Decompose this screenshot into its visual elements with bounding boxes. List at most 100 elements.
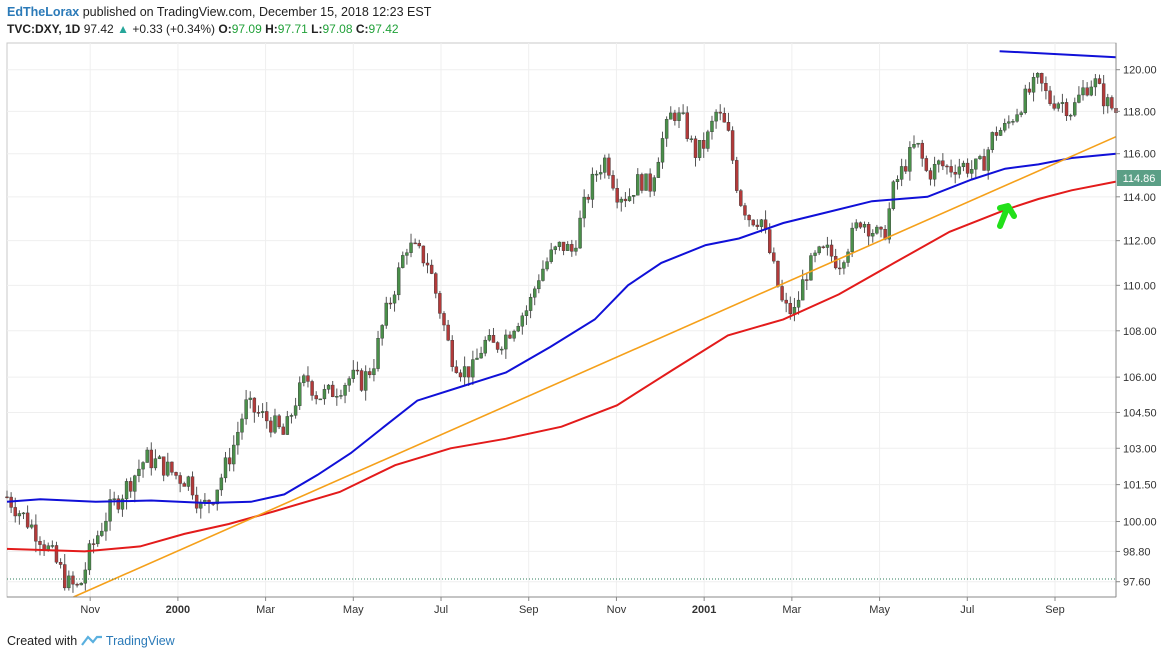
candle-up: [817, 246, 821, 254]
candle-up: [487, 335, 492, 341]
price-tick-label: 106.00: [1123, 372, 1157, 384]
candle-down: [1085, 87, 1089, 96]
candle-up: [636, 174, 640, 196]
tradingview-logo-icon: [80, 634, 106, 648]
candle-up: [1031, 77, 1036, 93]
candle-up: [528, 297, 533, 311]
candle-up: [232, 444, 236, 465]
candle-up: [1073, 102, 1077, 116]
author-link[interactable]: EdTheLorax: [7, 5, 80, 19]
trendline-blue: [999, 50, 1117, 59]
candle-down: [904, 166, 908, 172]
candle-up: [565, 244, 570, 251]
candle-down: [726, 122, 731, 131]
candle-down: [805, 279, 809, 281]
price-tick-label: 101.50: [1123, 480, 1157, 492]
candle-down: [174, 472, 178, 476]
candle-down: [722, 112, 727, 123]
high-label: H:: [265, 22, 278, 36]
candle-down: [615, 188, 619, 203]
candle-up: [974, 158, 978, 170]
candle-down: [1027, 88, 1032, 93]
indicator-lines: [6, 50, 1117, 598]
candle-up: [664, 119, 669, 139]
candle-up: [899, 166, 904, 180]
candle-up: [219, 477, 224, 491]
time-tick-label: 2001: [692, 604, 716, 616]
price-axis[interactable]: 120.00 118.00 116.00 114.00 112.00 110.00 108.…: [1116, 65, 1157, 589]
candle-down: [310, 381, 314, 396]
candle-down: [508, 334, 512, 339]
candle-up: [1019, 112, 1023, 115]
candle-down: [1044, 83, 1048, 92]
candle-up: [260, 411, 265, 413]
candle-down: [306, 375, 310, 382]
candle-up: [100, 530, 104, 536]
candle-up: [644, 173, 648, 191]
candle-down: [693, 138, 698, 158]
candle-up: [124, 481, 129, 500]
candle-up: [1093, 78, 1098, 88]
candle-up: [79, 582, 83, 586]
candle-up: [462, 366, 467, 378]
tradingview-brand-link[interactable]: TradingView: [105, 634, 175, 648]
candle-up: [372, 368, 376, 376]
candle-up: [83, 569, 88, 584]
candle-down: [178, 475, 182, 484]
candle-down: [1110, 97, 1114, 109]
price-tick-label: 118.00: [1123, 106, 1156, 118]
candle-up: [351, 369, 356, 379]
candle-up: [809, 255, 813, 281]
open-label: O:: [218, 22, 232, 36]
candle-down: [772, 252, 776, 262]
candle-up: [145, 449, 149, 463]
candle-up: [166, 461, 170, 476]
candle-up: [483, 339, 487, 354]
time-axis[interactable]: Nov 2000 Mar May Jul Sep Nov 2001 Mar May Jul Sep: [80, 597, 1065, 616]
candle-up: [557, 241, 562, 247]
candle-down: [75, 583, 79, 586]
high-value: 97.71: [277, 22, 308, 36]
candle-down: [570, 244, 574, 252]
candle-down: [755, 224, 760, 227]
candle-down: [953, 171, 957, 175]
candle-down: [54, 545, 59, 563]
symbol-info: TVC:DXY, 1D 97.42 ▲ +0.33 (+0.34%) O:97.…: [7, 22, 399, 36]
candle-up: [714, 111, 718, 122]
candle-up: [396, 267, 401, 296]
candle-down: [829, 244, 834, 257]
candle-up: [594, 173, 599, 176]
candle-up: [578, 217, 582, 249]
price-tick-label: 98.80: [1123, 546, 1151, 558]
candles: [5, 72, 1118, 593]
low-label: L:: [311, 22, 323, 36]
candle-up: [236, 431, 240, 446]
candle-up: [891, 181, 896, 209]
candle-up: [1007, 121, 1011, 124]
candle-up: [1002, 123, 1007, 131]
candle-down: [450, 340, 454, 367]
price-tick-label: 108.00: [1123, 326, 1157, 338]
candle-up: [998, 129, 1003, 136]
price-tick-label: 110.00: [1123, 280, 1156, 292]
candle-down: [1101, 83, 1106, 107]
time-tick-label: Jul: [434, 604, 448, 616]
close-label: C:: [355, 22, 369, 36]
candle-down: [277, 415, 281, 428]
candle-down: [458, 372, 463, 378]
candle-up: [656, 161, 661, 178]
candle-up: [1060, 102, 1065, 104]
candle-down: [161, 456, 166, 476]
plot-frame: [6, 42, 1117, 598]
change-value: +0.33 (+0.34%): [132, 22, 216, 36]
candle-up: [1068, 114, 1073, 117]
candle-up: [293, 405, 298, 416]
candle-up: [681, 112, 685, 114]
candle-down: [314, 395, 318, 400]
candle-up: [500, 348, 504, 351]
candle-up: [545, 261, 549, 270]
candle-up: [157, 456, 162, 459]
candle-up: [512, 330, 516, 339]
candle-up: [248, 397, 252, 400]
